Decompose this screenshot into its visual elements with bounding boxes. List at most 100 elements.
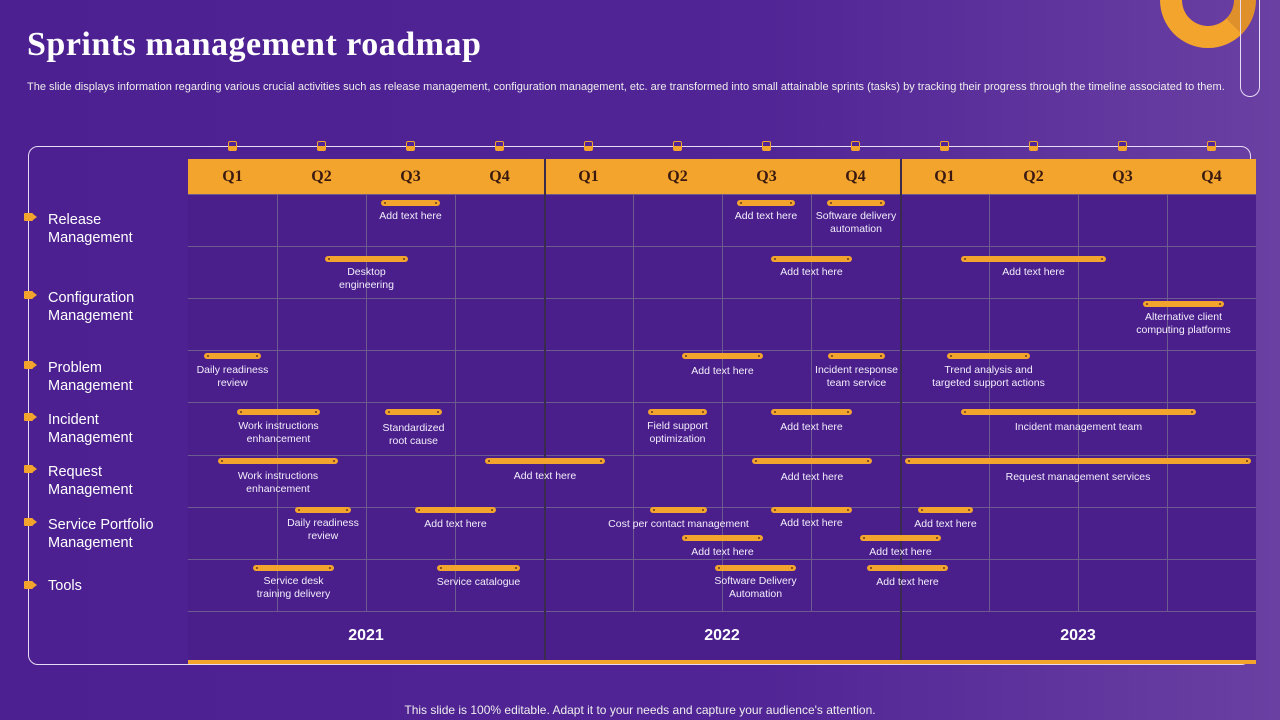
row-label: Configuration Management <box>48 290 135 324</box>
sprint-label: Daily readiness review <box>287 517 359 542</box>
sprint-label: Standardized root cause <box>382 422 445 447</box>
sprint-bar[interactable] <box>218 458 338 464</box>
grid-line <box>188 455 1256 456</box>
grid-line <box>188 559 1256 560</box>
timeline-tick <box>406 141 415 151</box>
quarter-header: Q1 <box>188 159 277 194</box>
sprint-bar[interactable] <box>827 200 885 206</box>
sprint-bar[interactable] <box>828 353 885 359</box>
sprint-bar[interactable] <box>437 565 520 571</box>
sprint-bar[interactable] <box>385 409 442 415</box>
sprint-label: Work instructions enhancement <box>237 470 319 495</box>
year-label: 2021 <box>188 611 544 664</box>
row-label: Tools <box>48 578 82 594</box>
quarter-header: Q1 <box>544 159 633 194</box>
sprint-bar[interactable] <box>771 256 852 262</box>
quarter-header: Q3 <box>366 159 455 194</box>
sprint-label: Add text here <box>379 210 442 222</box>
sprint-label: Add text here <box>780 421 843 433</box>
sprint-label: Desktop engineering <box>339 266 394 291</box>
footer-note: This slide is 100% editable. Adapt it to… <box>404 703 876 717</box>
sprint-label: Add text here <box>691 365 754 377</box>
quarter-header: Q3 <box>1078 159 1167 194</box>
sprint-label: Add text here <box>691 546 754 558</box>
year-divider <box>900 159 902 664</box>
sprint-bar[interactable] <box>867 565 948 571</box>
sprint-bar[interactable] <box>204 353 261 359</box>
sprint-bar[interactable] <box>381 200 440 206</box>
sprint-label: Request management services <box>1005 471 1151 483</box>
sprint-bar[interactable] <box>682 353 763 359</box>
quarter-header: Q2 <box>989 159 1078 194</box>
sprint-bar[interactable] <box>253 565 334 571</box>
sprint-bar[interactable] <box>860 535 941 541</box>
sprint-bar[interactable] <box>485 458 605 464</box>
sprint-label: Add text here <box>513 470 577 482</box>
sprint-bar[interactable] <box>737 200 795 206</box>
page-title: Sprints management roadmap <box>27 26 482 63</box>
year-label: 2023 <box>900 611 1256 664</box>
row-marker <box>24 413 37 421</box>
sprint-bar[interactable] <box>715 565 796 571</box>
sprint-label: Software delivery automation <box>815 210 897 235</box>
grid-line <box>188 402 1256 403</box>
sprint-bar[interactable] <box>415 507 496 513</box>
sprint-bar[interactable] <box>650 507 707 513</box>
row-marker <box>24 581 37 589</box>
row-label: Request Management <box>48 464 133 498</box>
row-label: Problem Management <box>48 360 133 394</box>
sprint-label: Add text here <box>780 266 843 278</box>
decorative-pill <box>1240 0 1260 97</box>
sprint-label: Daily readiness review <box>196 364 269 389</box>
sprint-bar[interactable] <box>325 256 408 262</box>
sprint-label: Alternative client computing platforms <box>1136 311 1231 336</box>
sprint-bar[interactable] <box>961 256 1106 262</box>
sprint-label: Add text here <box>876 576 939 588</box>
timeline-tick <box>851 141 860 151</box>
row-marker <box>24 518 37 526</box>
sprint-bar[interactable] <box>961 409 1196 415</box>
sprint-bar[interactable] <box>295 507 351 513</box>
timeline-tick <box>1207 141 1216 151</box>
sprint-bar[interactable] <box>237 409 320 415</box>
timeline-tick <box>940 141 949 151</box>
sprint-bar[interactable] <box>1143 301 1224 307</box>
sprint-label: Add text here <box>780 471 844 483</box>
sprint-label: Add text here <box>1002 266 1065 278</box>
timeline-tick <box>317 141 326 151</box>
quarter-header: Q4 <box>1167 159 1256 194</box>
sprint-label: Trend analysis and targeted support acti… <box>932 364 1045 389</box>
description: The slide displays information regarding… <box>27 81 1225 93</box>
sprint-bar[interactable] <box>947 353 1030 359</box>
year-label: 2022 <box>544 611 900 664</box>
sprint-label: Add text here <box>424 518 487 530</box>
sprint-label: Field support optimization <box>647 420 708 445</box>
grid-line <box>188 246 1256 247</box>
sprint-bar[interactable] <box>771 507 852 513</box>
sprint-label: Add text here <box>869 546 932 558</box>
quarter-header: Q4 <box>811 159 900 194</box>
timeline-tick <box>1118 141 1127 151</box>
sprint-bar[interactable] <box>752 458 872 464</box>
quarter-header: Q1 <box>900 159 989 194</box>
year-divider <box>544 159 546 664</box>
row-marker <box>24 465 37 473</box>
row-label: Incident Management <box>48 412 133 446</box>
quarter-header: Q2 <box>277 159 366 194</box>
row-marker <box>24 213 37 221</box>
sprint-bar[interactable] <box>682 535 763 541</box>
sprint-bar[interactable] <box>648 409 707 415</box>
quarter-header: Q4 <box>455 159 544 194</box>
grid-line <box>188 350 1256 351</box>
sprint-label: Service catalogue <box>436 576 521 588</box>
sprint-label: Cost per contact management <box>608 518 749 530</box>
timeline-tick <box>228 141 237 151</box>
sprint-label: Add text here <box>734 210 798 222</box>
grid-line <box>188 298 1256 299</box>
grid-line <box>188 507 1256 508</box>
grid-line <box>188 194 1256 195</box>
sprint-bar[interactable] <box>905 458 1251 464</box>
row-marker <box>24 361 37 369</box>
sprint-bar[interactable] <box>771 409 852 415</box>
sprint-bar[interactable] <box>918 507 973 513</box>
